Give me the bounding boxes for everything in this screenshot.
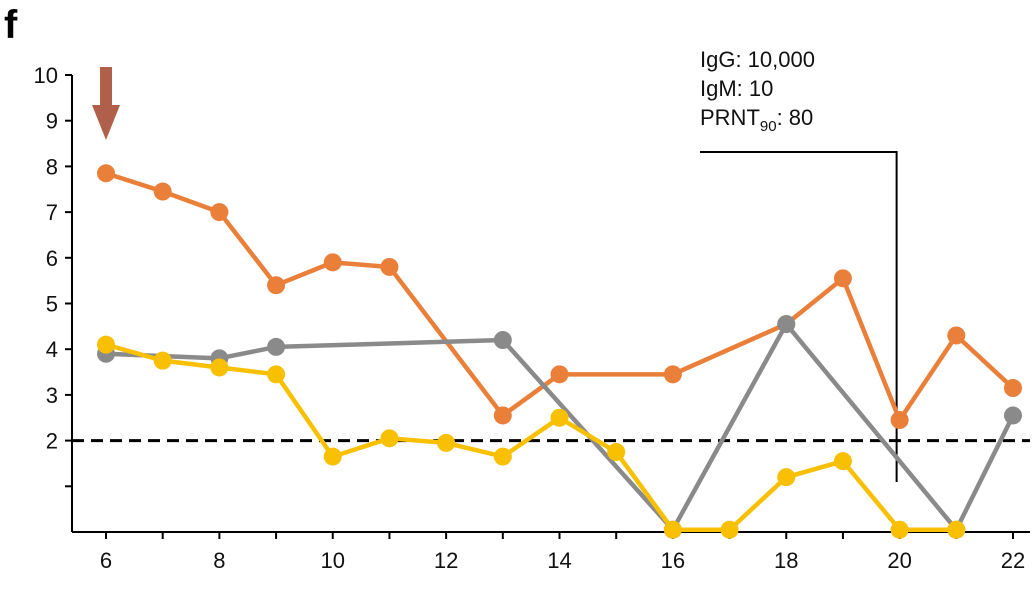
- arrow-shaft: [100, 67, 113, 107]
- x-tick-label: 10: [321, 548, 345, 573]
- data-point: [550, 365, 569, 384]
- y-tick-label: 6: [46, 246, 58, 271]
- data-point: [890, 520, 909, 539]
- data-point: [267, 337, 286, 356]
- x-tick-label: 20: [887, 548, 911, 573]
- data-point: [663, 365, 682, 384]
- dose-arrow: [92, 67, 121, 140]
- data-point: [493, 406, 512, 425]
- series-0: [97, 164, 1022, 430]
- data-point: [267, 365, 286, 384]
- data-point: [97, 335, 116, 354]
- arrow-head: [92, 105, 121, 140]
- data-point: [210, 203, 229, 222]
- x-tick-label: 6: [100, 548, 112, 573]
- data-point: [380, 257, 399, 276]
- data-point: [833, 452, 852, 471]
- series-2: [97, 335, 966, 539]
- data-point: [153, 182, 172, 201]
- data-point: [833, 269, 852, 288]
- x-tick-label: 16: [661, 548, 685, 573]
- data-point: [720, 520, 739, 539]
- data-point: [267, 276, 286, 295]
- data-point: [777, 468, 796, 487]
- axes: 2 3 4 5 6 7 8 9 10 6 8 10 12 14 16 18 20 22: [34, 63, 1030, 573]
- x-tick-label: 12: [434, 548, 458, 573]
- x-tick-label: 14: [547, 548, 571, 573]
- y-tick-label: 8: [46, 154, 58, 179]
- data-point: [947, 326, 966, 345]
- data-point: [153, 351, 172, 370]
- data-point: [210, 358, 229, 377]
- annotation-line: IgM: 10: [700, 76, 773, 101]
- y-tick-label: 2: [46, 429, 58, 454]
- y-tick-label: 9: [46, 109, 58, 134]
- data-point: [437, 433, 456, 452]
- data-point: [947, 520, 966, 539]
- data-point: [1003, 406, 1022, 425]
- y-tick-label: 10: [34, 63, 58, 88]
- data-point: [550, 408, 569, 427]
- y-tick-label: 5: [46, 292, 58, 317]
- series-line: [105, 342, 957, 532]
- data-point: [1003, 379, 1022, 398]
- annotation-suffix: : 80: [777, 105, 814, 130]
- data-point: [323, 253, 342, 272]
- annotation-prefix: PRNT: [700, 105, 760, 130]
- x-tick-label: 22: [1001, 548, 1025, 573]
- data-point: [493, 331, 512, 350]
- annotation-line: PRNT90: 80: [700, 105, 813, 135]
- panel-label: f: [4, 3, 18, 47]
- y-tick-label: 3: [46, 383, 58, 408]
- series-line: [105, 171, 1015, 423]
- y-tick-label: 7: [46, 200, 58, 225]
- data-point: [777, 315, 796, 334]
- data-point: [493, 447, 512, 466]
- x-tick-label: 18: [774, 548, 798, 573]
- annotation-subscript: 90: [760, 118, 777, 135]
- data-point: [380, 429, 399, 448]
- data-point: [607, 443, 626, 462]
- data-point: [97, 164, 116, 183]
- x-tick-label: 8: [213, 548, 225, 573]
- series-1: [97, 315, 1022, 539]
- annotation-leader-line: [700, 151, 898, 482]
- data-point: [890, 411, 909, 430]
- data-point: [663, 520, 682, 539]
- antibody-annotation: IgG: 10,000 IgM: 10 PRNT90: 80: [700, 47, 898, 482]
- annotation-line: IgG: 10,000: [700, 47, 815, 72]
- data-point: [323, 447, 342, 466]
- y-tick-label: 4: [46, 337, 58, 362]
- data-series: [97, 164, 1022, 539]
